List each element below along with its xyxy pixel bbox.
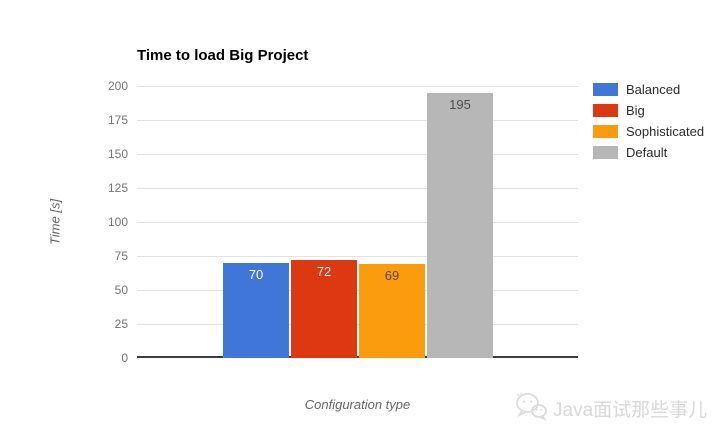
watermark: Java面试那些事儿 [514, 391, 707, 426]
bar-sophisticated: 69 [359, 264, 425, 358]
y-tick-label-125: 125 [107, 181, 128, 195]
legend-item-sophisticated: Sophisticated [593, 124, 705, 139]
wechat-icon [514, 391, 548, 426]
x-axis-baseline [137, 356, 578, 358]
legend-label: Sophisticated [626, 124, 705, 139]
legend-item-balanced: Balanced [593, 82, 704, 97]
bar-value-label: 72 [316, 264, 332, 279]
y-tick-label-200: 200 [107, 79, 128, 93]
gridline-50 [137, 290, 578, 291]
y-tick-label-75: 75 [114, 249, 128, 263]
y-tick-label-50: 50 [114, 283, 128, 297]
legend-label: Default [626, 145, 668, 160]
y-tick-label-100: 100 [107, 215, 128, 229]
gridline-175 [137, 120, 578, 121]
y-tick-label-0: 0 [121, 351, 128, 365]
y-tick-label-25: 25 [114, 317, 128, 331]
gridline-150 [137, 154, 578, 155]
legend-swatch [593, 83, 618, 96]
legend-swatch [593, 125, 618, 138]
plot-area: 70 72 69 195 [137, 86, 578, 358]
gridline-75 [137, 256, 578, 257]
bar-value-label: 70 [248, 267, 264, 282]
watermark-text: Java面试那些事儿 [553, 400, 708, 421]
x-axis-title: Configuration type [304, 397, 411, 412]
bar-value-label: 69 [384, 268, 400, 283]
legend-label: Balanced [626, 82, 681, 97]
legend-swatch [593, 104, 618, 117]
legend-item-default: Default [593, 145, 704, 160]
legend-label: Big [626, 103, 645, 118]
gridline-125 [137, 188, 578, 189]
gridline-25 [137, 324, 578, 325]
legend-item-big: Big [593, 103, 704, 118]
bar-default: 195 [427, 93, 493, 358]
gridline-100 [137, 222, 578, 223]
legend: Balanced Big Sophisticated Default [593, 82, 705, 167]
bar-value-label: 195 [449, 97, 471, 112]
y-tick-label-175: 175 [107, 113, 128, 127]
chart-title: Time to load Big Project [137, 47, 309, 64]
legend-swatch [593, 146, 618, 159]
gridline-200 [137, 86, 578, 87]
y-tick-label-150: 150 [107, 147, 128, 161]
bar-balanced: 70 [223, 263, 289, 358]
y-axis-ticks: 0 25 50 75 100 125 150 175 200 [0, 79, 128, 365]
bar-big: 72 [291, 260, 357, 358]
